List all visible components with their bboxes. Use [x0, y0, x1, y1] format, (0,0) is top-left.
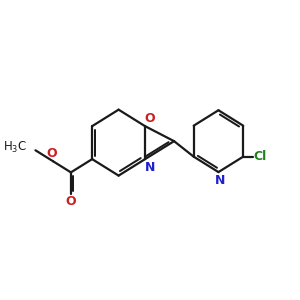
Text: O: O: [66, 195, 76, 208]
Text: N: N: [145, 161, 155, 174]
Text: O: O: [145, 112, 155, 125]
Text: Cl: Cl: [253, 150, 266, 163]
Text: N: N: [214, 173, 225, 187]
Text: H$_3$C: H$_3$C: [3, 140, 27, 155]
Text: O: O: [46, 148, 57, 160]
